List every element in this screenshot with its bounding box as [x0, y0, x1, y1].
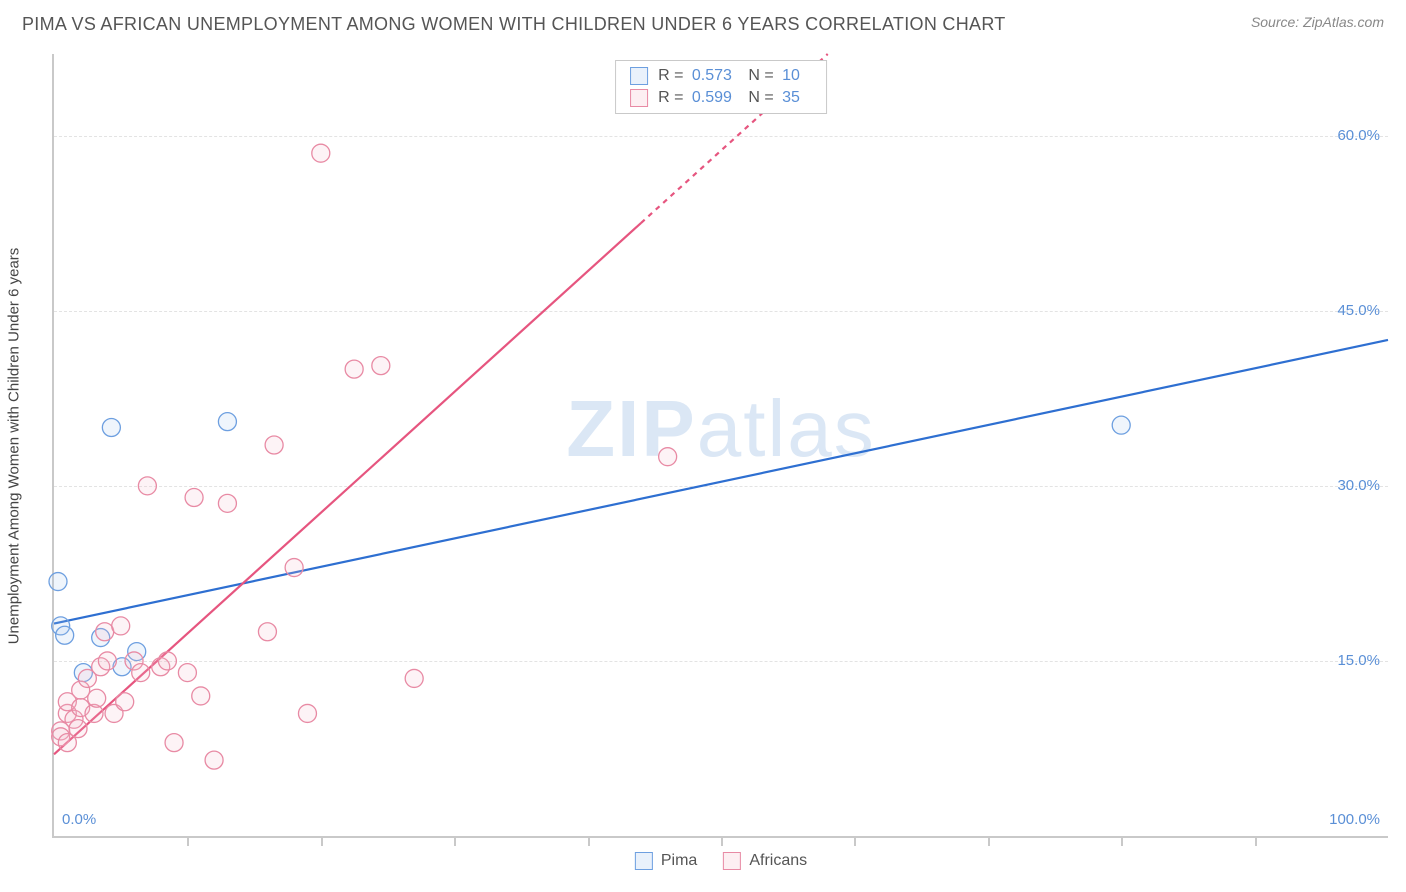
series-legend-item: Africans — [723, 852, 807, 870]
legend-swatch — [630, 89, 648, 107]
pima-point — [1112, 416, 1130, 434]
x-tick — [1255, 836, 1257, 846]
chart-plot-area: ZIPatlas 0.0% 100.0% R = 0.573 N = 10R =… — [52, 54, 1388, 838]
x-tick — [588, 836, 590, 846]
x-tick — [988, 836, 990, 846]
y-tick-label: 60.0% — [1320, 127, 1380, 144]
africans-point — [312, 144, 330, 162]
africans-point — [165, 734, 183, 752]
correlation-legend-row: R = 0.599 N = 35 — [630, 87, 812, 109]
x-tick — [321, 836, 323, 846]
correlation-legend-row: R = 0.573 N = 10 — [630, 65, 812, 87]
africans-point — [205, 751, 223, 769]
correlation-legend: R = 0.573 N = 10R = 0.599 N = 35 — [615, 60, 827, 114]
africans-point — [132, 664, 150, 682]
series-label: Africans — [749, 852, 807, 870]
pima-point — [56, 626, 74, 644]
africans-point — [112, 617, 130, 635]
africans-point — [178, 664, 196, 682]
africans-point — [285, 559, 303, 577]
africans-point — [185, 489, 203, 507]
source-link[interactable]: ZipAtlas.com — [1303, 14, 1384, 30]
africans-point — [405, 669, 423, 687]
africans-point — [345, 360, 363, 378]
africans-point — [69, 720, 87, 738]
africans-point — [265, 436, 283, 454]
series-legend: Pima Africans — [635, 852, 807, 870]
series-legend-item: Pima — [635, 852, 697, 870]
africans-point — [96, 623, 114, 641]
source-attribution: Source: ZipAtlas.com — [1251, 14, 1384, 30]
pima-point — [49, 573, 67, 591]
africans-point — [158, 652, 176, 670]
y-tick-label: 15.0% — [1320, 652, 1380, 669]
africans-point — [218, 494, 236, 512]
x-tick — [454, 836, 456, 846]
africans-point — [116, 693, 134, 711]
pima-point — [102, 418, 120, 436]
x-tick — [854, 836, 856, 846]
y-tick-label: 30.0% — [1320, 477, 1380, 494]
pima-point — [218, 413, 236, 431]
africans-point — [372, 357, 390, 375]
africans-point — [192, 687, 210, 705]
africans-point — [98, 652, 116, 670]
legend-swatch — [723, 852, 741, 870]
legend-swatch — [630, 67, 648, 85]
legend-swatch — [635, 852, 653, 870]
y-tick-label: 45.0% — [1320, 302, 1380, 319]
x-tick — [721, 836, 723, 846]
africans-point — [659, 448, 677, 466]
africans-point — [138, 477, 156, 495]
africans-point — [258, 623, 276, 641]
pima-trendline — [54, 340, 1388, 624]
x-tick — [187, 836, 189, 846]
africans-point — [298, 704, 316, 722]
chart-title: PIMA VS AFRICAN UNEMPLOYMENT AMONG WOMEN… — [22, 14, 1006, 35]
x-tick — [1121, 836, 1123, 846]
africans-point — [88, 689, 106, 707]
plot-svg — [54, 54, 1388, 836]
series-label: Pima — [661, 852, 697, 870]
